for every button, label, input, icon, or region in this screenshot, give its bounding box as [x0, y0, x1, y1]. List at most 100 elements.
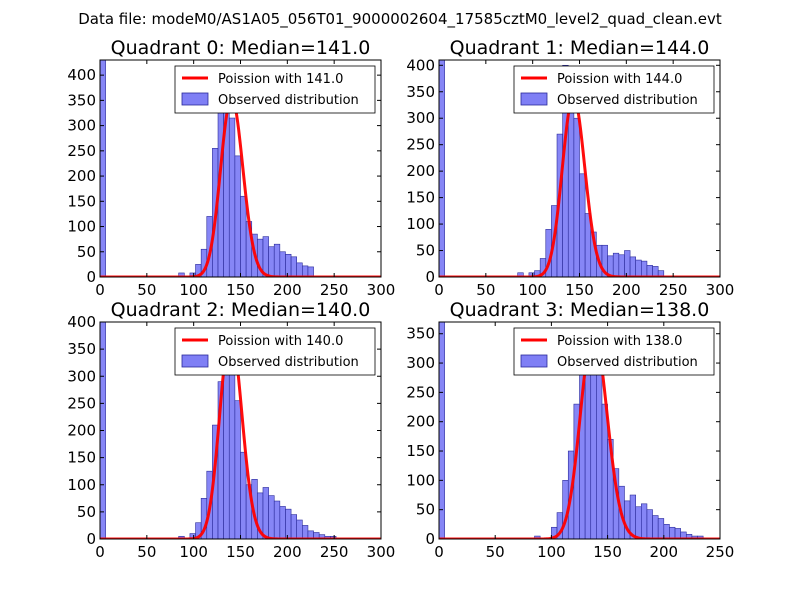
- y-tick-label: 250: [67, 394, 96, 412]
- x-tick-label: 150: [593, 543, 622, 561]
- legend: Poission with 140.0 Observed distribution: [174, 327, 376, 376]
- histogram-bar: [579, 173, 586, 277]
- legend: Poission with 141.0 Observed distribution: [174, 65, 376, 114]
- x-tick-label: 100: [518, 281, 547, 299]
- legend-observed-swatch: [181, 92, 209, 106]
- y-tick-label: 50: [416, 501, 435, 519]
- histogram-bar: [100, 60, 106, 277]
- histogram-bar: [657, 518, 665, 539]
- y-tick-label: 350: [67, 91, 96, 109]
- poisson-curve: [100, 96, 381, 277]
- histogram-bar: [296, 262, 303, 277]
- y-tick-label: 350: [406, 83, 435, 101]
- y-tick-label: 100: [406, 471, 435, 489]
- x-tick-label: 50: [486, 543, 505, 561]
- histogram-bar: [596, 362, 603, 539]
- x-tick-label: 50: [137, 543, 156, 561]
- y-tick-label: 250: [406, 136, 435, 154]
- histogram-bar: [234, 155, 241, 277]
- quadrant-panel-2: 0 50 100 150 200 250 300 0 50 100 150 200 250 300 350 4…: [67, 299, 395, 561]
- panel-title: Quadrant 1: Median=144.0: [450, 37, 710, 59]
- histogram-bar: [273, 500, 281, 539]
- histogram-bar: [624, 250, 631, 277]
- histogram-bar: [228, 359, 236, 539]
- histogram-bar: [268, 495, 275, 539]
- histogram-bar: [240, 195, 247, 277]
- y-tick-label: 200: [406, 162, 435, 180]
- histogram-bar: [663, 524, 670, 539]
- histogram-bar: [669, 526, 676, 539]
- quadrant-panel-0: 0 50 100 150 200 250 300 0 50 100 150 200 250 300 350 4…: [67, 37, 395, 299]
- x-tick-label: 0: [434, 543, 444, 561]
- y-tick-label: 100: [406, 215, 435, 233]
- x-tick-label: 0: [95, 543, 105, 561]
- x-tick-label: 250: [659, 281, 688, 299]
- histogram-bar: [573, 117, 580, 277]
- legend-poisson-label: Poission with 141.0: [218, 72, 343, 87]
- y-tick-label: 150: [406, 442, 435, 460]
- histogram-bar: [290, 514, 297, 539]
- legend-observed-label: Observed distribution: [557, 355, 698, 370]
- y-tick-label: 400: [67, 313, 96, 331]
- legend-observed-label: Observed distribution: [218, 93, 359, 108]
- x-tick-label: 250: [706, 543, 735, 561]
- axes-frame: [438, 321, 721, 540]
- histogram-bar: [635, 506, 642, 539]
- histogram-bar: [234, 400, 241, 539]
- plot-area: [439, 60, 720, 277]
- histogram-bar: [652, 266, 659, 277]
- x-tick-label: 200: [649, 543, 678, 561]
- quadrant-panel-3: 0 50 100 150 200 250 0 50 100 150 200 250 300 350 Quad…: [406, 299, 734, 561]
- histogram-bar: [652, 515, 659, 539]
- y-tick-label: 150: [67, 192, 96, 210]
- y-tick-label: 350: [67, 340, 96, 358]
- histogram-bar: [279, 506, 286, 539]
- histogram-bar: [285, 253, 292, 277]
- histogram-bar: [307, 266, 314, 277]
- y-tick-label: 350: [406, 325, 435, 343]
- y-tick-label: 50: [77, 503, 96, 521]
- histogram-bar: [302, 525, 309, 539]
- x-tick-label: 100: [179, 543, 208, 561]
- histogram-bar: [262, 487, 269, 539]
- y-tick-label: 0: [425, 268, 435, 286]
- legend-poisson-label: Poission with 144.0: [557, 72, 682, 87]
- poisson-curve: [439, 95, 720, 277]
- y-tick-label: 50: [77, 243, 96, 261]
- histogram-bar: [302, 265, 309, 277]
- legend-observed-label: Observed distribution: [557, 93, 698, 108]
- y-tick-label: 300: [406, 109, 435, 127]
- y-tick-label: 300: [67, 367, 96, 385]
- histogram-bar: [268, 246, 275, 277]
- legend-observed-swatch: [520, 354, 548, 368]
- histogram-bar: [279, 251, 286, 277]
- y-tick-label: 200: [67, 167, 96, 185]
- histogram-bar: [646, 265, 653, 277]
- histogram-bar: [290, 256, 297, 277]
- legend-poisson-label: Poission with 140.0: [218, 334, 343, 349]
- histogram-bar: [178, 272, 185, 277]
- y-tick-label: 0: [425, 530, 435, 548]
- histogram-bar: [618, 254, 625, 277]
- x-tick-label: 150: [226, 281, 255, 299]
- y-tick-label: 0: [86, 530, 96, 548]
- histogram-bar: [296, 519, 303, 539]
- histogram-bar: [641, 503, 648, 539]
- figure-suptitle: Data file: modeM0/AS1A05_056T01_90000026…: [78, 10, 722, 29]
- y-tick-label: 300: [67, 117, 96, 135]
- histogram-bar: [439, 60, 445, 277]
- histogram-bar: [273, 243, 281, 277]
- legend: Poission with 138.0 Observed distribution: [513, 327, 715, 376]
- histogram-bar: [635, 259, 642, 277]
- poisson-curve: [100, 331, 381, 539]
- y-tick-label: 300: [406, 354, 435, 372]
- x-tick-label: 300: [367, 281, 396, 299]
- legend-observed-swatch: [181, 354, 209, 368]
- y-tick-label: 100: [67, 476, 96, 494]
- x-tick-label: 0: [95, 281, 105, 299]
- histogram-bar: [612, 252, 620, 277]
- y-tick-label: 200: [67, 422, 96, 440]
- plot-area: [439, 322, 720, 539]
- x-tick-label: 50: [137, 281, 156, 299]
